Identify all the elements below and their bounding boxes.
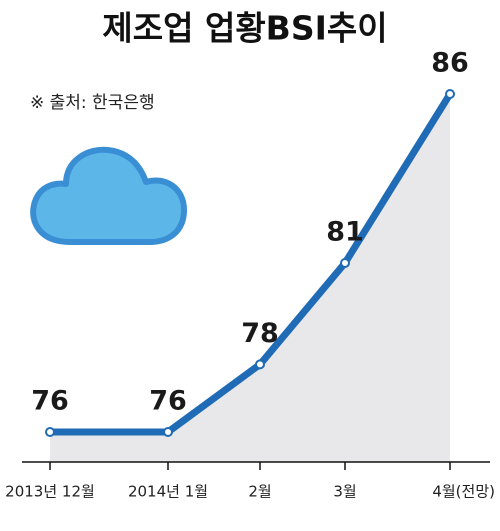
x-tick-label: 3월 [333,483,356,501]
source: ※ 출처: 한국은행 [30,93,155,113]
data-label: 81 [326,217,364,248]
x-tick-label: 2월 [248,483,271,501]
cloud-icon [30,146,187,245]
point [445,89,455,99]
point [163,427,173,437]
area [50,94,450,462]
data-label: 76 [149,386,187,417]
data-label: 76 [31,386,69,417]
point [340,258,350,268]
x-tick-label: 2014년 1월 [128,483,208,501]
x-tick-label: 4월(전망) [432,483,495,501]
point [45,427,55,437]
data-label: 86 [431,48,469,79]
point [255,359,265,370]
chart-title: 제조업 업황BSI추이 [102,9,387,48]
x-tick-label: 2013년 12월 [5,483,95,501]
data-label: 78 [241,318,279,349]
